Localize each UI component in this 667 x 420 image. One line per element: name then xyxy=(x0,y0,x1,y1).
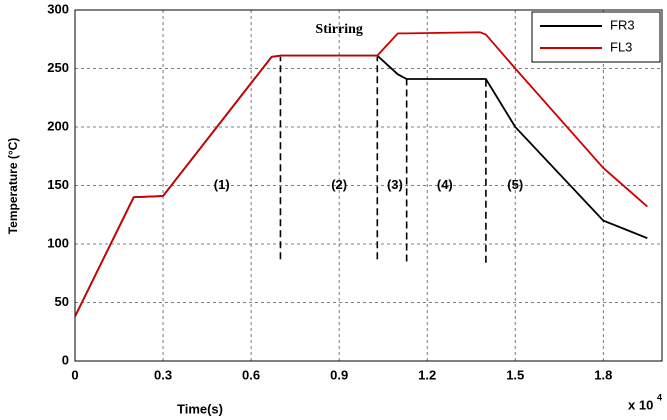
y-tick-label: 200 xyxy=(47,118,69,133)
annotation: (1) xyxy=(214,177,230,192)
y-tick-label: 150 xyxy=(47,177,69,192)
x-tick-label: 1.8 xyxy=(594,367,612,382)
series-line xyxy=(74,54,648,317)
y-tick-label: 50 xyxy=(55,294,69,309)
annotation: (2) xyxy=(331,177,347,192)
annotation: (3) xyxy=(387,177,403,192)
series-line xyxy=(74,31,648,317)
legend-label: FR3 xyxy=(610,17,635,32)
y-tick-label: 100 xyxy=(47,235,69,250)
y-tick-label: 250 xyxy=(47,60,69,75)
x-axis-label: Time(s) xyxy=(177,401,223,416)
legend-label: FL3 xyxy=(610,39,632,54)
x-tick-label: 0 xyxy=(71,367,78,382)
annotation: (4) xyxy=(437,177,453,192)
x-tick-label: 0.6 xyxy=(242,367,260,382)
plot-frame xyxy=(74,9,663,362)
y-tick-label: 300 xyxy=(47,1,69,16)
annotation: (5) xyxy=(507,177,523,192)
x-tick-label: 1.5 xyxy=(506,367,524,382)
x-multiplier-exp: 4 xyxy=(657,392,662,402)
annotation: Stirring xyxy=(315,22,362,37)
legend-box xyxy=(531,11,661,63)
y-axis-label: Temperature (°C) xyxy=(6,138,20,235)
x-tick-label: 1.2 xyxy=(418,367,436,382)
y-tick-label: 0 xyxy=(62,352,69,367)
x-multiplier: x 10 xyxy=(628,397,653,412)
x-tick-label: 0.9 xyxy=(330,367,348,382)
x-tick-label: 0.3 xyxy=(154,367,172,382)
